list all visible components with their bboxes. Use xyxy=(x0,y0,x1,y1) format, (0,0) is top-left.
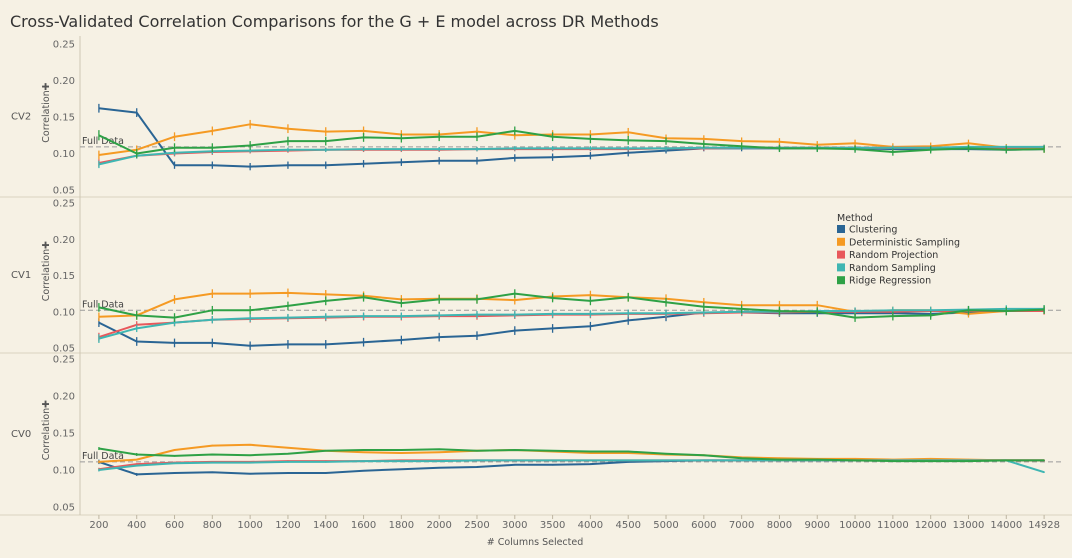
legend-label-clustering: Clustering xyxy=(849,225,897,236)
y-tick-label: 0.05 xyxy=(53,344,75,355)
y-axis-title: Correlation xyxy=(41,90,52,142)
x-tick-label: 6000 xyxy=(691,520,716,531)
legend-label-deterministic-sampling: Deterministic Sampling xyxy=(849,237,960,248)
series-line xyxy=(98,309,1045,347)
series-line xyxy=(98,129,1045,155)
y-tick-label: 0.25 xyxy=(53,355,75,366)
x-tick-label: 7000 xyxy=(729,520,754,531)
series-line xyxy=(98,447,1045,463)
series-ridge-regression xyxy=(98,447,1045,463)
pin-icon: ✚ xyxy=(41,82,52,90)
panels: CV2 Correlation✚0.250.200.150.100.05Full … xyxy=(0,36,1072,516)
legend-label-random-projection: Random Projection xyxy=(849,250,938,261)
pin-icon: ✚ xyxy=(41,400,52,408)
y-tick-label: 0.20 xyxy=(53,235,75,246)
panel-label: CV2 xyxy=(11,112,31,123)
x-tick-label: 800 xyxy=(203,520,222,531)
legend-swatch-clustering xyxy=(837,225,845,233)
series-line xyxy=(98,123,1045,156)
x-tick-label: 400 xyxy=(127,520,146,531)
x-tick-label: 10000 xyxy=(839,520,871,531)
full-data-label: Full Data xyxy=(82,299,124,310)
x-tick-label: 11000 xyxy=(877,520,909,531)
x-tick-label: 1000 xyxy=(237,520,262,531)
y-tick-label: 0.10 xyxy=(53,307,75,318)
x-tick-label: 1200 xyxy=(275,520,300,531)
legend-swatch-random-sampling xyxy=(837,263,845,272)
x-tick-label: 2000 xyxy=(426,520,451,531)
x-tick-label: 14928 xyxy=(1028,520,1060,531)
y-tick-label: 0.10 xyxy=(53,149,75,160)
y-axis-title: Correlation xyxy=(41,408,52,460)
x-tick-label: 1800 xyxy=(389,520,414,531)
series-ridge-regression xyxy=(98,126,1045,158)
y-tick-label: 0.15 xyxy=(53,113,75,124)
legend-title: Method xyxy=(837,213,873,224)
x-tick-label: 4000 xyxy=(578,520,603,531)
x-tick-label: 14000 xyxy=(990,520,1022,531)
panel-cv2: CV2 Correlation✚ 0.25 0.20 0.15 0.10 0.05 Full … xyxy=(0,36,1072,198)
x-tick-label: 12000 xyxy=(915,520,947,531)
x-tick-label: 8000 xyxy=(767,520,792,531)
full-data-label: Full Data xyxy=(82,451,124,462)
legend-label-random-sampling: Random Sampling xyxy=(849,263,936,274)
x-tick-label: 9000 xyxy=(805,520,830,531)
x-tick-label: 600 xyxy=(165,520,184,531)
x-tick-label: 2500 xyxy=(464,520,489,531)
x-axis: 200 400 600 800 1000 1200 1400 1600 1800 2000 2500… xyxy=(89,515,1060,531)
panel-label: CV1 xyxy=(11,270,31,281)
y-tick-label: 0.05 xyxy=(53,186,75,197)
chart-title: Cross-Validated Correlation Comparisons … xyxy=(10,12,659,31)
y-axis-title: Correlation xyxy=(41,249,52,301)
x-axis-title: # Columns Selected xyxy=(487,537,584,548)
x-tick-label: 3000 xyxy=(502,520,527,531)
y-tick-label: 0.10 xyxy=(53,466,75,477)
x-tick-label: 5000 xyxy=(653,520,678,531)
series-clustering xyxy=(98,103,1045,171)
panel-cv0: CV0 Correlation✚ 0.25 0.20 0.15 0.10 0.05 Full … xyxy=(0,353,1072,516)
legend-swatch-random-projection xyxy=(837,250,845,259)
y-tick-label: 0.05 xyxy=(53,503,75,514)
y-tick-label: 0.15 xyxy=(53,271,75,282)
x-tick-label: 3500 xyxy=(540,520,565,531)
x-tick-label: 200 xyxy=(89,520,108,531)
legend-swatch-deterministic-sampling xyxy=(837,237,845,246)
x-tick-label: 1400 xyxy=(313,520,338,531)
y-tick-label: 0.20 xyxy=(53,392,75,403)
series-ridge-regression xyxy=(98,289,1045,322)
legend-swatch-ridge-regression xyxy=(837,276,845,285)
panel-cv1: CV1 Correlation✚ 0.25 0.20 0.15 0.10 0.05 Full … xyxy=(0,197,1072,355)
full-data-label: Full Data xyxy=(82,136,124,147)
legend-label-ridge-regression: Ridge Regression xyxy=(849,276,931,287)
x-tick-label: 1600 xyxy=(351,520,376,531)
series-line xyxy=(98,107,1045,168)
series-line xyxy=(98,145,1045,166)
y-tick-label: 0.20 xyxy=(53,76,75,87)
series-line xyxy=(98,292,1045,319)
panel-label: CV0 xyxy=(11,429,31,440)
y-tick-label: 0.25 xyxy=(53,40,75,51)
pin-icon: ✚ xyxy=(41,241,52,249)
x-tick-label: 4500 xyxy=(615,520,640,531)
y-tick-label: 0.15 xyxy=(53,429,75,440)
y-tick-label: 0.25 xyxy=(53,199,75,210)
x-tick-label: 13000 xyxy=(953,520,985,531)
series-line xyxy=(98,307,1045,340)
